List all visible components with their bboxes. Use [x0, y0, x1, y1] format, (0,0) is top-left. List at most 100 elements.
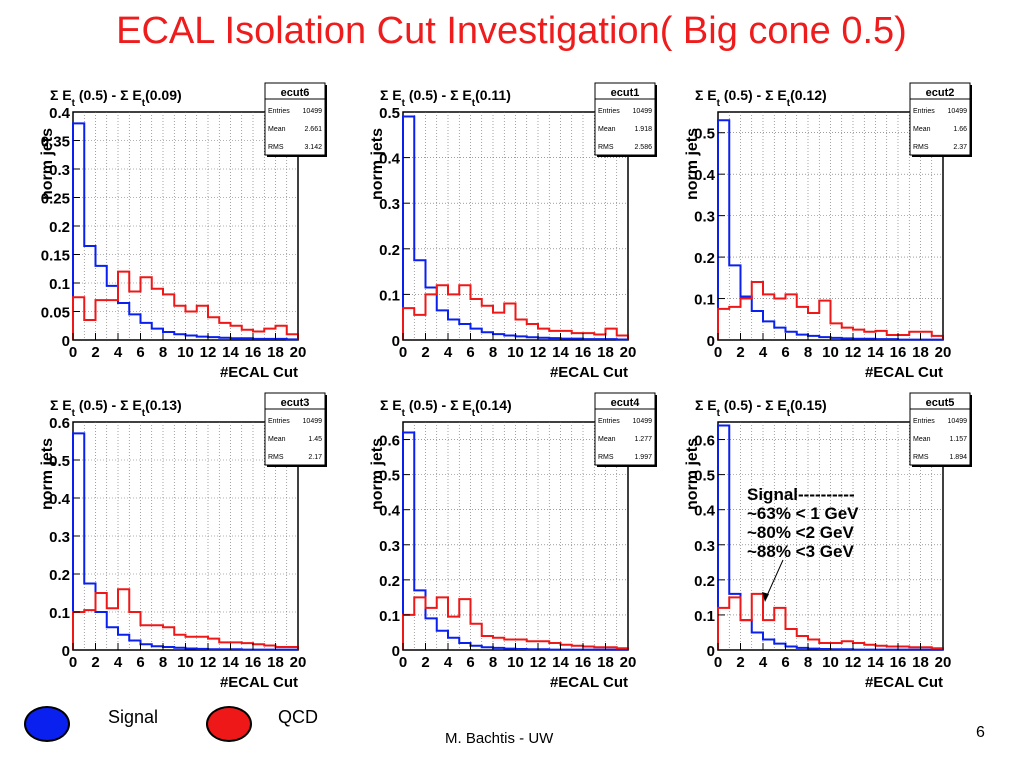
x-tick-label: 20: [620, 344, 637, 361]
y-tick-label: 0.3: [49, 162, 70, 179]
stats-box: [264, 82, 326, 156]
stats-label: RMS: [268, 454, 284, 461]
x-tick-label: 8: [489, 654, 497, 671]
histogram-panel-ecut6: 0 2 4 6 8 10 12 14 16 18 2000.050.10.150.20.250.30…: [39, 82, 327, 381]
y-tick-label: 0.5: [694, 468, 715, 485]
x-tick-label: 10: [507, 344, 524, 361]
x-tick-label: 6: [466, 344, 474, 361]
title-segment: (0.11): [475, 87, 511, 103]
title-segment: (0.14): [475, 397, 512, 413]
title-subscript: t: [787, 98, 791, 109]
y-tick-label: 0.05: [41, 305, 70, 322]
x-tick-label: 16: [890, 654, 907, 671]
legend-signal-label: Signal: [108, 707, 159, 727]
title-segment: (0.5) - Σ E: [720, 397, 787, 413]
y-tick-label: 0.1: [694, 608, 715, 625]
x-tick-label: 12: [200, 654, 217, 671]
title-segment: (0.13): [145, 397, 182, 413]
y-tick-label: 0.1: [49, 276, 70, 293]
x-tick-label: 12: [845, 344, 862, 361]
stats-label: RMS: [598, 144, 614, 151]
x-tick-label: 20: [290, 654, 307, 671]
y-tick-label: 0.3: [379, 196, 400, 213]
y-tick-label: 0.3: [379, 538, 400, 555]
y-axis-title: norm jets: [369, 438, 386, 510]
x-axis-title: #ECAL Cut: [865, 364, 943, 381]
y-tick-label: 0.2: [49, 219, 70, 236]
x-tick-label: 0: [69, 344, 77, 361]
x-tick-label: 14: [867, 654, 884, 671]
y-axis-title: norm jets: [684, 128, 701, 200]
x-tick-label: 10: [507, 654, 524, 671]
x-tick-label: 6: [466, 654, 474, 671]
stats-label: Mean: [598, 436, 616, 443]
stats-label: Mean: [913, 126, 931, 133]
histogram-panel-ecut4: 0 2 4 6 8 10 12 14 16 18 2000.10.20.30.40.50.6#ECA…: [369, 392, 657, 691]
stats-name: ecut2: [926, 87, 955, 99]
y-tick-label: 0.3: [694, 538, 715, 555]
annotation-line: ~63% < 1 GeV: [747, 504, 859, 523]
stats-label: Mean: [913, 436, 931, 443]
x-tick-label: 16: [890, 344, 907, 361]
title-segment: (0.5) - Σ E: [405, 397, 472, 413]
y-tick-label: 0.4: [379, 503, 401, 520]
stats-value: 10499: [948, 108, 968, 115]
stats-value: 2.17: [308, 454, 322, 461]
signal-histogram-line: [72, 432, 299, 651]
x-tick-label: 0: [69, 654, 77, 671]
title-segment: Σ E: [695, 87, 717, 103]
x-tick-label: 10: [177, 654, 194, 671]
stats-value: 1.997: [634, 454, 652, 461]
stats-label: RMS: [268, 144, 284, 151]
stats-box: [594, 82, 656, 156]
stats-name: ecut3: [281, 397, 310, 409]
title-subscript: t: [72, 98, 76, 109]
title-subscript: t: [717, 98, 721, 109]
title-subscript: t: [472, 98, 476, 109]
stats-label: Mean: [268, 436, 286, 443]
x-tick-label: 18: [267, 654, 284, 671]
x-tick-label: 4: [114, 654, 123, 671]
stats-label: Entries: [913, 108, 935, 115]
x-tick-label: 4: [114, 344, 123, 361]
histogram-title: Σ Et (0.5) - Σ Et(0.11): [380, 87, 511, 109]
x-tick-label: 4: [444, 654, 453, 671]
x-tick-label: 6: [136, 654, 144, 671]
title-segment: (0.5) - Σ E: [405, 87, 472, 103]
qcd-histogram-line: [72, 270, 299, 340]
title-subscript: t: [717, 408, 721, 419]
annotation-title: Signal----------: [747, 485, 855, 504]
x-tick-label: 20: [935, 654, 952, 671]
x-tick-label: 14: [867, 344, 884, 361]
x-tick-label: 2: [421, 344, 429, 361]
y-axis-title: norm jets: [39, 128, 56, 200]
title-subscript: t: [787, 408, 791, 419]
x-tick-label: 10: [177, 344, 194, 361]
y-tick-label: 0.6: [694, 433, 715, 450]
x-tick-label: 8: [159, 654, 167, 671]
x-tick-label: 2: [91, 654, 99, 671]
x-tick-label: 12: [845, 654, 862, 671]
stats-box: [909, 82, 971, 156]
y-tick-label: 0.1: [379, 287, 400, 304]
footer-author: M. Bachtis - UW: [445, 730, 554, 747]
stats-value: 1.277: [634, 436, 652, 443]
x-tick-label: 10: [822, 654, 839, 671]
histogram-panel-ecut5: 0 2 4 6 8 10 12 14 16 18 2000.10.20.30.40.50.6#ECA…: [684, 392, 972, 691]
qcd-histogram-line: [717, 280, 944, 340]
x-axis-title: #ECAL Cut: [550, 364, 628, 381]
stats-value: 10499: [948, 418, 968, 425]
x-axis-title: #ECAL Cut: [220, 674, 298, 691]
annotation-line: ~80% <2 GeV: [747, 523, 854, 542]
title-segment: (0.5) - Σ E: [75, 87, 142, 103]
y-tick-label: 0: [62, 643, 70, 660]
histogram-title: Σ Et (0.5) - Σ Et(0.13): [50, 397, 182, 419]
legend-signal-marker: [24, 706, 70, 742]
stats-box: [264, 392, 326, 466]
y-tick-label: 0: [62, 333, 70, 350]
y-tick-label: 0: [707, 643, 715, 660]
x-tick-label: 8: [159, 344, 167, 361]
y-tick-label: 0.6: [379, 433, 400, 450]
stats-value: 2.661: [304, 126, 322, 133]
